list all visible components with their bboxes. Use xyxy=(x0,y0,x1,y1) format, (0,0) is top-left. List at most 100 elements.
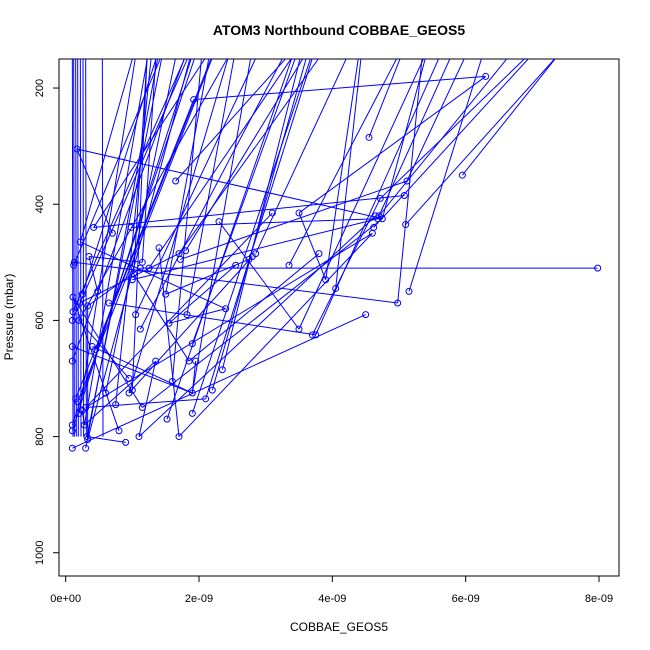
data-point xyxy=(188,340,196,348)
profile-segment xyxy=(76,148,113,234)
profile-segment xyxy=(101,59,104,437)
data-point xyxy=(90,223,98,231)
profile-segment xyxy=(75,59,77,437)
data-point xyxy=(332,284,340,292)
data-point xyxy=(295,325,303,333)
data-point xyxy=(165,319,173,327)
data-point xyxy=(152,357,160,365)
x-axis-label: COBBAE_GEOS5 xyxy=(290,620,388,634)
data-point xyxy=(218,366,226,374)
profile-segment xyxy=(211,59,307,391)
data-point xyxy=(182,247,190,255)
profile-segment xyxy=(92,346,193,394)
data-point xyxy=(135,433,143,441)
profile-segment xyxy=(132,218,378,281)
data-point xyxy=(232,261,240,269)
data-point xyxy=(83,433,91,441)
data-point xyxy=(202,395,210,403)
data-point xyxy=(76,238,84,246)
profile-segment xyxy=(288,59,398,266)
profile-segment xyxy=(133,273,190,362)
y-axis-label: Pressure (mbar) xyxy=(2,274,16,361)
profile-segment xyxy=(128,256,253,394)
data-point xyxy=(215,218,223,226)
profile-segment xyxy=(93,195,405,228)
data-point xyxy=(130,270,138,278)
data-point xyxy=(458,171,466,179)
profile-segment xyxy=(298,76,486,214)
profile-segment xyxy=(75,99,195,400)
profile-segment xyxy=(80,241,226,310)
profile-segment xyxy=(255,59,347,254)
profile-segment xyxy=(88,256,99,292)
data-point xyxy=(482,72,490,80)
profile-segment xyxy=(73,59,75,437)
profile-segment xyxy=(133,59,148,274)
profile-segment xyxy=(193,75,486,101)
data-point xyxy=(76,299,84,307)
data-point xyxy=(122,438,130,446)
data-point xyxy=(70,261,78,269)
x-tick-label: 2e-09 xyxy=(185,593,213,605)
profile-segment xyxy=(379,59,525,199)
data-point xyxy=(403,177,411,185)
data-point xyxy=(78,290,86,298)
profile-segment xyxy=(178,232,373,437)
data-point xyxy=(125,374,133,382)
data-point xyxy=(112,401,120,409)
profile-segment xyxy=(138,215,377,437)
profile-segment xyxy=(86,59,163,437)
data-point xyxy=(138,258,146,266)
profile-segment xyxy=(397,59,423,304)
profile-segment xyxy=(78,59,136,414)
profile-segment xyxy=(131,59,148,391)
data-point xyxy=(69,308,77,316)
profile-segment xyxy=(87,267,141,307)
data-point xyxy=(108,229,116,237)
profile-segment xyxy=(191,361,197,394)
profile-segment xyxy=(82,59,85,437)
data-point xyxy=(82,444,90,452)
profile-segment xyxy=(77,59,213,402)
profile-segment xyxy=(81,59,157,295)
data-point xyxy=(85,253,93,261)
y-tick-label: 800 xyxy=(34,427,46,445)
profile-segment xyxy=(188,253,320,362)
data-point xyxy=(92,345,100,353)
profile-segment xyxy=(77,59,79,437)
profile-segment xyxy=(72,296,143,408)
data-point xyxy=(315,250,323,258)
data-point xyxy=(362,311,370,319)
data-point xyxy=(162,290,170,298)
profile-segment xyxy=(95,59,212,350)
x-axis: 0e+00 2e-09 4e-09 6e-09 8e-09 xyxy=(50,575,613,605)
data-point xyxy=(75,316,83,324)
data-point xyxy=(185,357,193,365)
profile-segment xyxy=(148,59,292,269)
data-point xyxy=(69,293,77,301)
data-point xyxy=(322,276,330,284)
data-point xyxy=(268,209,276,217)
profile-segment xyxy=(373,59,529,228)
profile-segment xyxy=(461,59,556,176)
data-point xyxy=(115,427,123,435)
x-tick-label: 6e-09 xyxy=(452,593,480,605)
y-axis: 200 400 600 800 1000 xyxy=(34,79,60,565)
chart-title: ATOM3 Northbound COBBAE_GEOS5 xyxy=(213,22,465,38)
x-tick-label: 4e-09 xyxy=(318,593,346,605)
profile-segment xyxy=(221,59,301,370)
profile-segment xyxy=(218,221,300,330)
y-tick-label: 1000 xyxy=(34,541,46,565)
profile-segment xyxy=(87,59,191,440)
data-point xyxy=(378,215,386,223)
data-point xyxy=(127,223,135,231)
data-point xyxy=(222,305,230,313)
data-point xyxy=(370,223,378,231)
profile-segment xyxy=(168,264,236,324)
data-point xyxy=(285,261,293,269)
data-point xyxy=(68,316,76,324)
profile-segment xyxy=(406,59,465,182)
data-point xyxy=(190,96,198,104)
data-point xyxy=(208,386,216,394)
